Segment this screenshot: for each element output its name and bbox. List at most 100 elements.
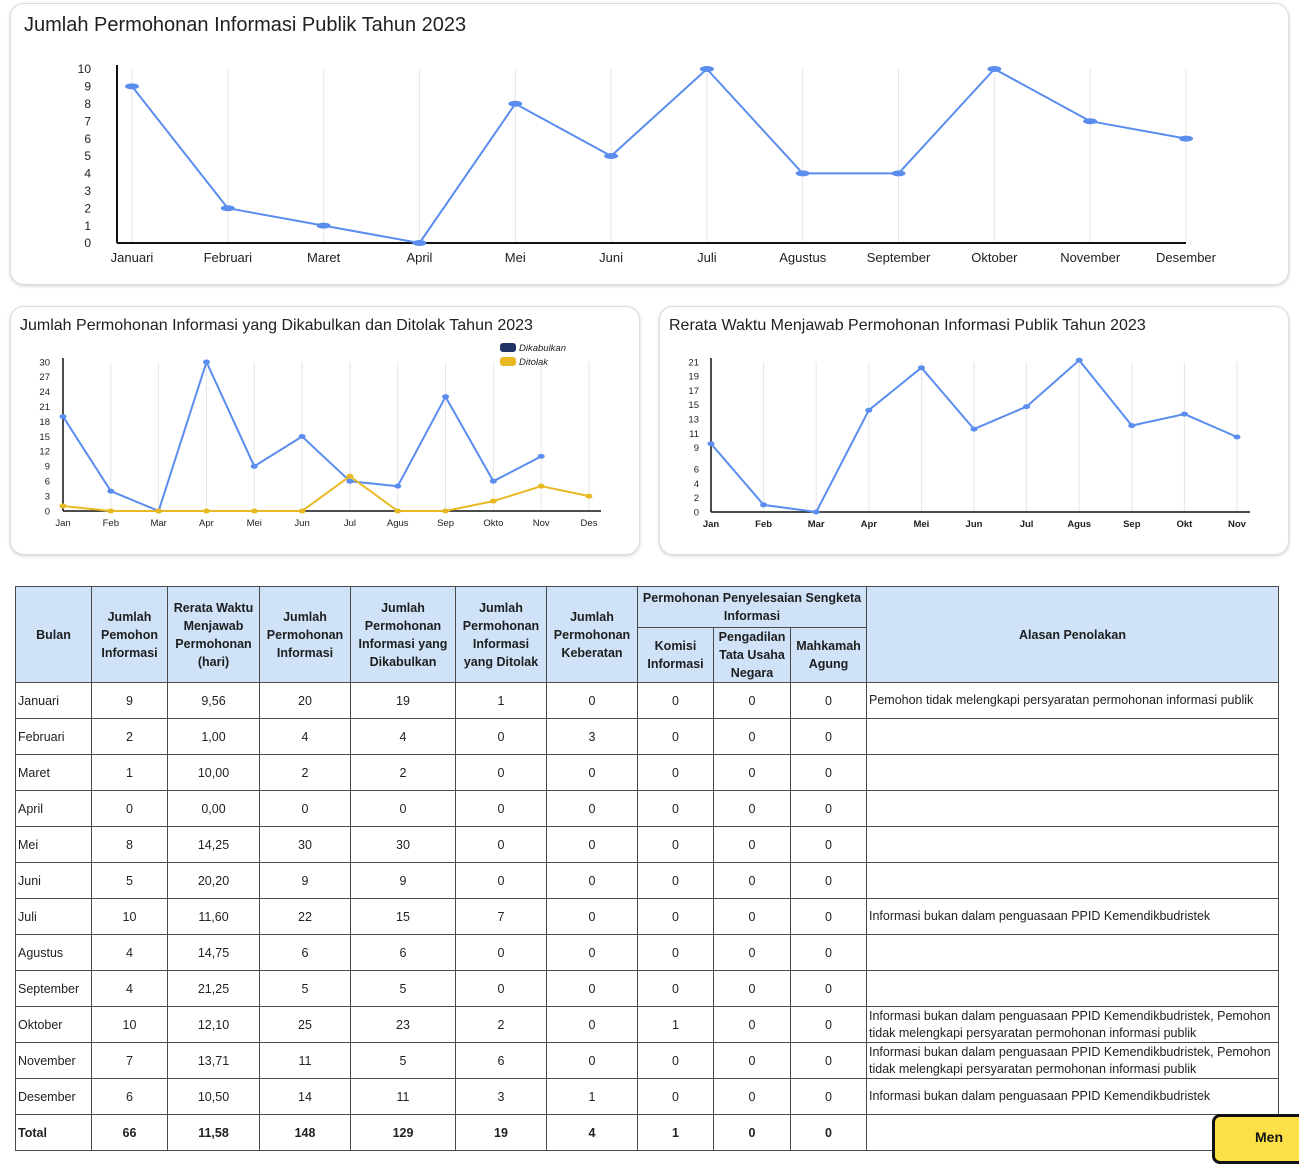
cell-ptun: 0: [713, 1078, 791, 1115]
cell-ditolak: 0: [455, 754, 547, 791]
data-point: [760, 502, 768, 508]
table-row: Maret 1 10,00 2 2 0 0 0 0 0: [15, 754, 1279, 791]
y-tick-label: 6: [45, 477, 50, 488]
cell-pemohon: 5: [91, 862, 168, 899]
data-point: [917, 365, 925, 371]
header-ditolak: Jumlah Permohonan Informasi yang Ditolak: [455, 586, 547, 683]
y-tick-label: 3: [84, 184, 91, 198]
cell-ditolak: 7: [455, 898, 547, 935]
y-tick-label: 8: [84, 97, 91, 111]
cell-ptun: 0: [713, 1114, 791, 1151]
cell-ma: 0: [790, 862, 867, 899]
cell-ditolak: 3: [455, 1078, 547, 1115]
data-point: [699, 66, 714, 72]
x-tick-label: Jul: [1020, 519, 1034, 530]
cell-keberatan: 0: [546, 898, 638, 935]
cell-ditolak: 0: [455, 862, 547, 899]
data-point: [707, 441, 715, 447]
cell-ma: 0: [790, 826, 867, 863]
cell-bulan: Februari: [15, 718, 92, 755]
x-tick-label: Sep: [437, 518, 454, 529]
x-tick-label: Mar: [808, 519, 825, 530]
cell-ditolak: 0: [455, 970, 547, 1007]
table-row: Oktober 10 12,10 25 23 2 0 1 0 0 Informasi bukan d…: [15, 1006, 1279, 1043]
cell-komisi: 0: [637, 898, 714, 935]
x-tick-label: April: [406, 250, 432, 265]
cell-dikabulkan: 5: [350, 970, 456, 1007]
data-point: [202, 359, 210, 365]
y-tick-label: 4: [84, 167, 91, 181]
cell-keberatan: 4: [546, 1114, 638, 1151]
cell-pemohon: 6: [91, 1078, 168, 1115]
x-tick-label: Januari: [111, 250, 154, 265]
y-tick-label: 17: [688, 386, 699, 397]
legend-label: Dikabulkan: [519, 343, 566, 354]
cell-ma: 0: [790, 1006, 867, 1043]
y-tick-label: 0: [694, 507, 699, 518]
y-tick-label: 0: [45, 506, 50, 517]
cell-keberatan: 0: [546, 790, 638, 827]
cell-komisi: 0: [637, 862, 714, 899]
cell-permohonan: 14: [259, 1078, 351, 1115]
header-dikabulkan: Jumlah Permohonan Informasi yang Dikabul…: [350, 586, 456, 683]
cell-bulan: Maret: [15, 754, 92, 791]
cell-ditolak: 1: [455, 682, 547, 719]
data-point: [1083, 118, 1098, 125]
data-point: [346, 478, 354, 484]
cell-rerata: 14,25: [167, 826, 260, 863]
cell-alasan: [866, 970, 1279, 1007]
legend-label: Ditolak: [519, 357, 549, 368]
cell-permohonan: 30: [259, 826, 351, 863]
table-row: September 4 21,25 5 5 0 0 0 0 0: [15, 970, 1279, 1007]
cell-ma: 0: [790, 1078, 867, 1115]
cell-rerata: 9,56: [167, 682, 260, 719]
cell-ditolak: 0: [455, 790, 547, 827]
line-chart-dikabulkan-ditolak: 0 3 6 9 12 15 18 21 24 27 30 Jan Feb Mar Apr Mei Jun Jul A…: [39, 343, 601, 529]
cell-alasan: Pemohon tidak melengkapi persyaratan per…: [866, 682, 1279, 719]
y-tick-label: 10: [78, 62, 92, 76]
cell-alasan: [866, 718, 1279, 755]
data-point: [125, 83, 139, 90]
data-point: [987, 66, 1002, 72]
cell-ptun: 0: [713, 754, 791, 791]
x-tick-label: September: [867, 250, 931, 265]
cell-komisi: 0: [637, 718, 714, 755]
x-tick-label: Maret: [307, 250, 341, 265]
cell-ma: 0: [790, 754, 867, 791]
cell-komisi: 1: [637, 1006, 714, 1043]
chart-title: Jumlah Permohonan Informasi yang Dikabul…: [20, 317, 533, 334]
table-row: Februari 2 1,00 4 4 0 3 0 0 0: [15, 718, 1279, 755]
cell-pemohon: 4: [91, 970, 168, 1007]
cell-pemohon: 10: [91, 1006, 168, 1043]
data-point: [537, 453, 545, 459]
cell-ditolak: 0: [455, 718, 547, 755]
cell-permohonan: 9: [259, 862, 351, 899]
table-row: Mei 8 14,25 30 30 0 0 0 0 0: [15, 826, 1279, 863]
cell-komisi: 0: [637, 1078, 714, 1115]
series-line: [62, 475, 590, 512]
cell-alasan: Informasi bukan dalam penguasaan PPID Ke…: [866, 1042, 1279, 1079]
cell-dikabulkan: 6: [350, 934, 456, 971]
cell-ptun: 0: [713, 826, 791, 863]
y-tick-label: 9: [694, 443, 699, 454]
cell-komisi: 1: [637, 1114, 714, 1151]
y-tick-label: 9: [84, 80, 91, 94]
cell-rerata: 1,00: [167, 718, 260, 755]
x-tick-label: Juli: [697, 250, 717, 265]
cell-pemohon: 7: [91, 1042, 168, 1079]
cell-dikabulkan: 4: [350, 718, 456, 755]
cell-bulan: November: [15, 1042, 92, 1079]
header-keberatan: Jumlah Permohonan Keberatan: [546, 586, 638, 683]
cell-bulan: Mei: [15, 826, 92, 863]
header-ma: Mahkamah Agung: [790, 627, 867, 683]
cell-ditolak: 19: [455, 1114, 547, 1151]
y-tick-label: 24: [39, 387, 50, 398]
data-point: [250, 508, 258, 514]
x-tick-label: Jan: [703, 519, 720, 530]
corner-button[interactable]: Men: [1212, 1114, 1299, 1164]
cell-ptun: 0: [713, 1006, 791, 1043]
cell-dikabulkan: 11: [350, 1078, 456, 1115]
data-point: [489, 478, 497, 484]
cell-pemohon: 9: [91, 682, 168, 719]
cell-pemohon: 8: [91, 826, 168, 863]
